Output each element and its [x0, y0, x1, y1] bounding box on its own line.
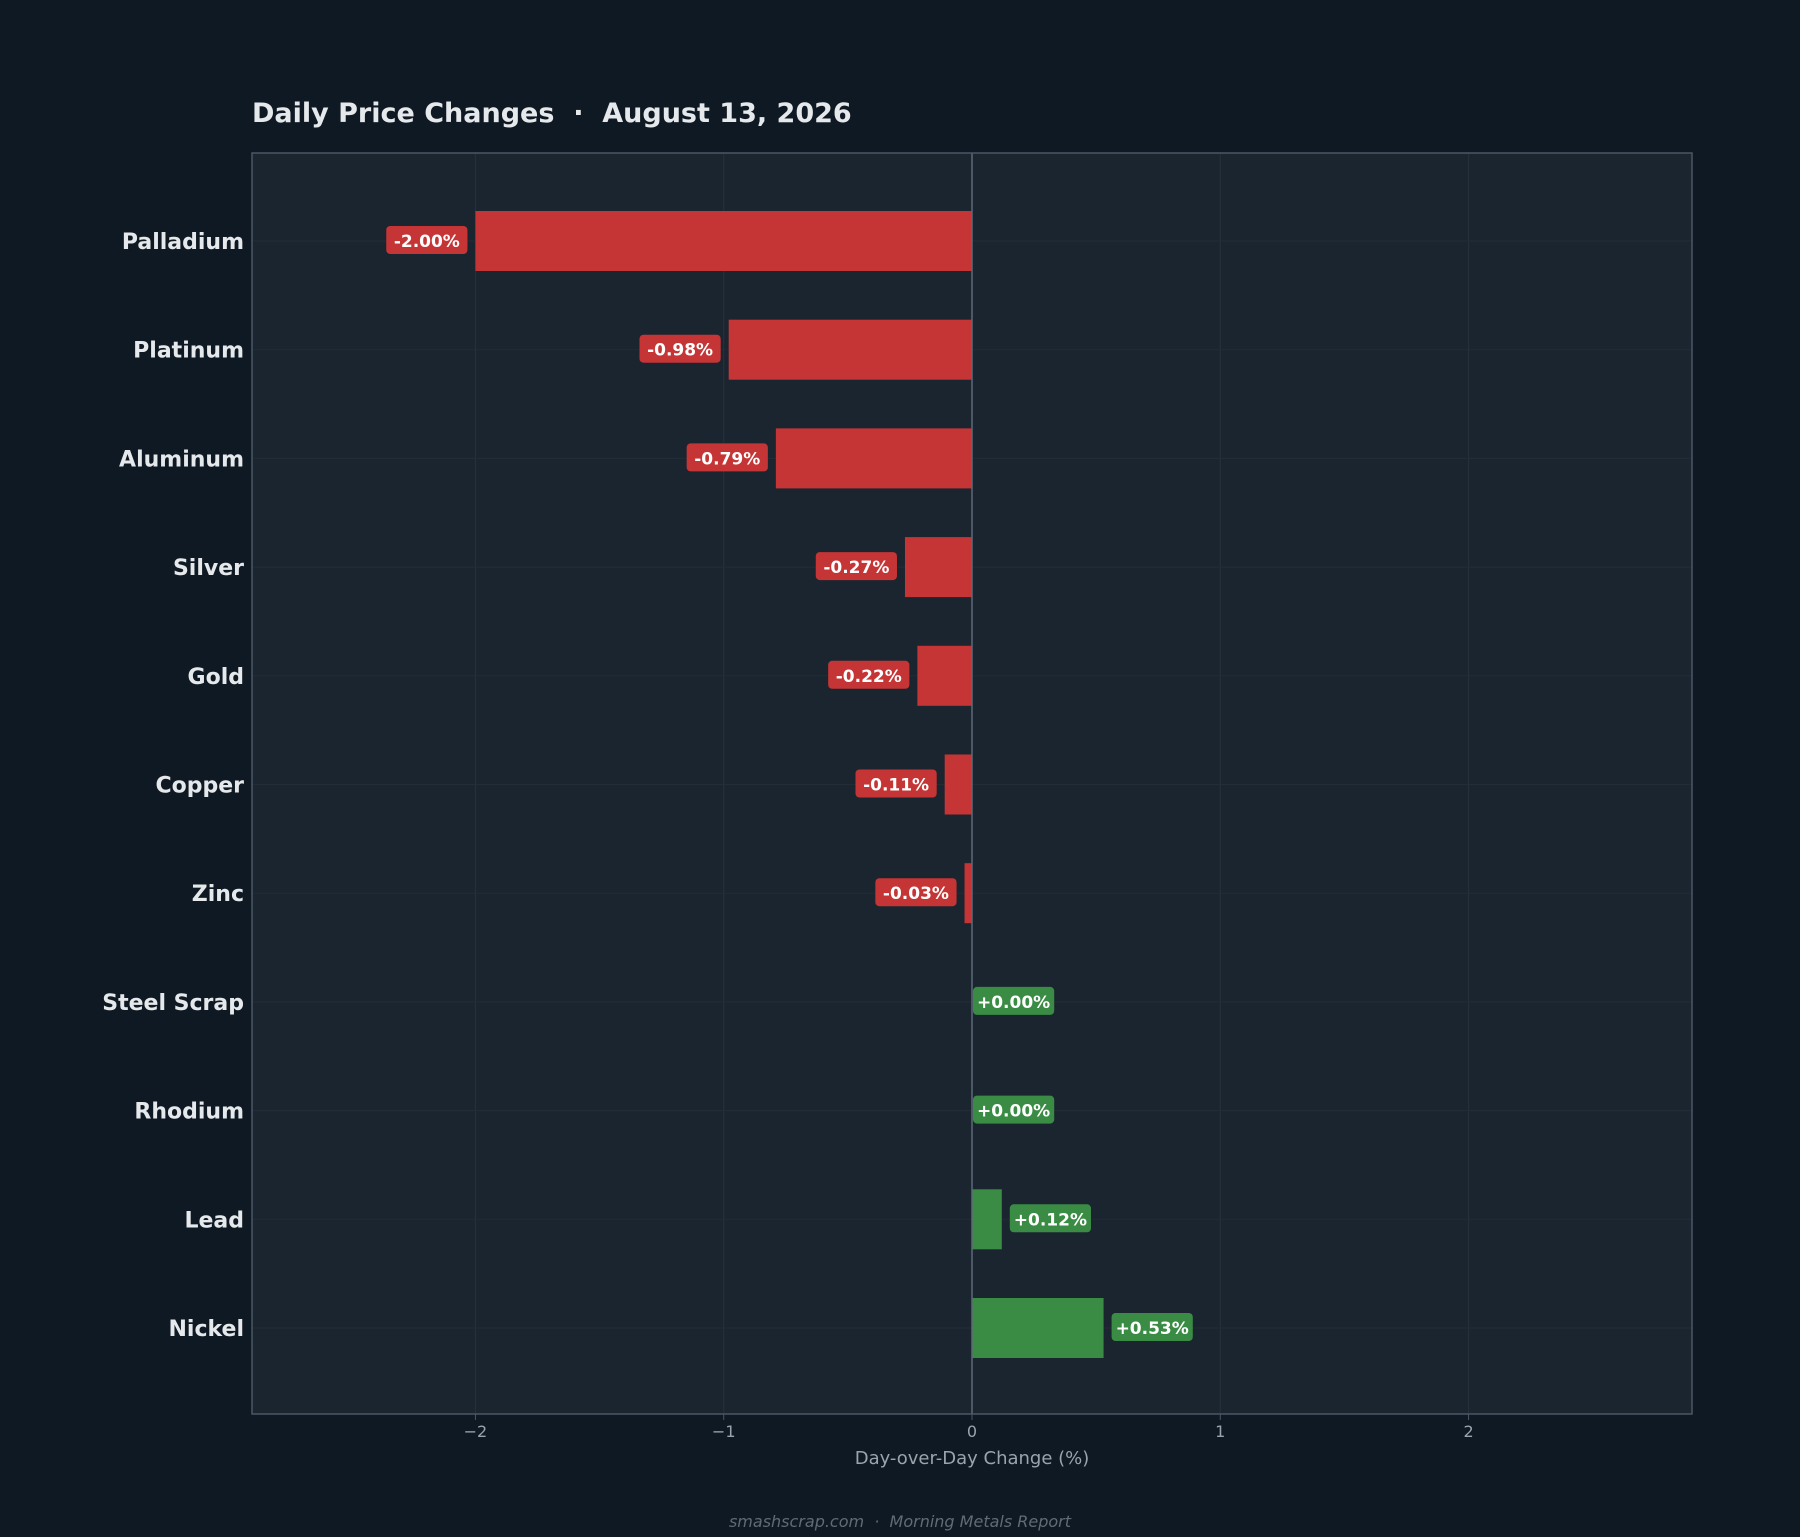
x-tick-label: −1: [712, 1422, 736, 1441]
data-label-text: +0.12%: [1014, 1210, 1087, 1230]
data-label: -0.79%: [686, 443, 768, 472]
category-label: Lead: [184, 1208, 244, 1233]
bar: [972, 1298, 1104, 1358]
bar: [775, 428, 972, 489]
data-label-badge: [1009, 1204, 1091, 1233]
category-label: Silver: [173, 556, 244, 581]
data-label: -0.22%: [828, 660, 910, 689]
data-label-text: -0.03%: [883, 884, 949, 904]
data-label: +0.12%: [1009, 1204, 1091, 1233]
data-label: +0.00%: [973, 1095, 1055, 1124]
category-label: Gold: [188, 665, 244, 690]
x-axis-label: Day-over-Day Change (%): [855, 1448, 1090, 1469]
x-tick-label: −2: [464, 1422, 488, 1441]
bar: [475, 211, 972, 271]
data-label-badge: [973, 1095, 1055, 1124]
chart-title: Daily Price Changes · August 13, 2026: [252, 98, 852, 129]
category-label: Palladium: [122, 230, 244, 255]
category-label: Nickel: [169, 1317, 245, 1342]
data-label-badge: [686, 443, 768, 472]
bar: [964, 863, 972, 924]
category-label: Aluminum: [119, 447, 244, 472]
bar: [944, 754, 972, 815]
category-label: Rhodium: [134, 1100, 244, 1125]
category-label: Zinc: [192, 882, 244, 907]
data-label-badge: [973, 986, 1055, 1015]
data-label-text: +0.00%: [977, 1102, 1050, 1122]
data-labels: -2.00% -0.98% -0.79% -0.27% -0.22% -0.11% -0.0…: [386, 226, 1193, 1341]
data-label: -2.00%: [386, 226, 468, 254]
data-label-text: -0.11%: [863, 776, 929, 796]
category-labels: Palladium Platinum Aluminum Silver Gold Coppe…: [102, 230, 244, 1342]
footer-text: smashscrap.com · Morning Metals Report: [729, 1512, 1072, 1531]
data-label: -0.27%: [815, 552, 897, 581]
data-label-text: +0.00%: [977, 993, 1050, 1013]
data-label: -0.98%: [639, 334, 721, 363]
data-label: +0.53%: [1111, 1313, 1193, 1341]
plot-frame: [251, 152, 1693, 1415]
data-label-text: -2.00%: [394, 232, 460, 252]
data-label-text: -0.27%: [823, 558, 889, 578]
category-label: Platinum: [133, 339, 244, 364]
bar: [728, 319, 972, 380]
data-label: -0.03%: [875, 878, 957, 907]
data-label-badge: [386, 226, 468, 254]
data-label: -0.11%: [855, 769, 937, 798]
x-tick-label: 0: [967, 1422, 977, 1441]
data-label-text: -0.22%: [836, 667, 902, 687]
data-label-badge: [815, 552, 897, 581]
bar: [917, 645, 972, 706]
data-label-badge: [639, 334, 721, 363]
bar: [972, 1189, 1002, 1250]
data-label-badge: [1111, 1313, 1193, 1341]
category-label: Steel Scrap: [102, 991, 244, 1016]
data-label-text: -0.98%: [647, 341, 713, 361]
x-axis-ticks: −2 −1 0 1 2: [464, 1414, 1474, 1441]
data-label-badge: [855, 769, 937, 798]
bars: [475, 211, 1104, 1358]
x-tick-label: 2: [1463, 1422, 1473, 1441]
data-label-text: +0.53%: [1116, 1319, 1189, 1339]
data-label-badge: [828, 660, 910, 689]
data-label-badge: [875, 878, 957, 907]
bar: [904, 537, 972, 598]
data-label-text: -0.79%: [694, 449, 760, 469]
data-label: +0.00%: [973, 986, 1055, 1015]
x-tick-label: 1: [1215, 1422, 1225, 1441]
category-label: Copper: [155, 774, 244, 799]
